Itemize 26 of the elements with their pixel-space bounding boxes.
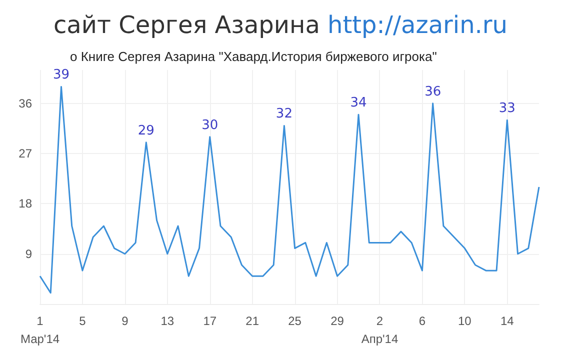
line-series <box>39 86 540 294</box>
data-label: 39 <box>52 68 70 83</box>
x-tick-label: 6 <box>418 314 426 328</box>
data-label: 29 <box>138 123 154 138</box>
x-tick-label: 29 <box>330 314 344 328</box>
x-tick-label: 2 Апр'14 <box>361 314 398 346</box>
y-tick-label: 9 <box>25 246 32 261</box>
data-label: 30 <box>202 118 218 133</box>
x-tick-label: 10 <box>458 314 472 328</box>
x-tick-label: 1 Мар'14 <box>20 314 60 346</box>
chart-subtitle: о Книге Сергея Азарина "Хавард.История биржевого игрока" <box>70 49 438 64</box>
data-label: 33 <box>498 101 516 116</box>
data-label: 32 <box>276 106 292 122</box>
x-tick-label: 25 <box>288 314 302 328</box>
x-tick-label: 17 <box>203 314 217 328</box>
x-tick-label: 9 <box>122 314 129 328</box>
x-tick-label: 14 <box>500 314 514 328</box>
chart-title: сайт Сергея Азарина http://azarin.ru <box>53 11 508 39</box>
data-label: 34 <box>350 96 367 111</box>
x-tick-label: 21 <box>246 314 260 328</box>
y-tick-label: 36 <box>18 96 32 110</box>
x-tick-label: 13 <box>160 314 174 328</box>
y-tick-label: 18 <box>18 196 32 211</box>
x-tick-label: 5 <box>79 314 86 328</box>
y-tick-label: 27 <box>18 146 32 161</box>
data-label: 36 <box>424 84 442 100</box>
